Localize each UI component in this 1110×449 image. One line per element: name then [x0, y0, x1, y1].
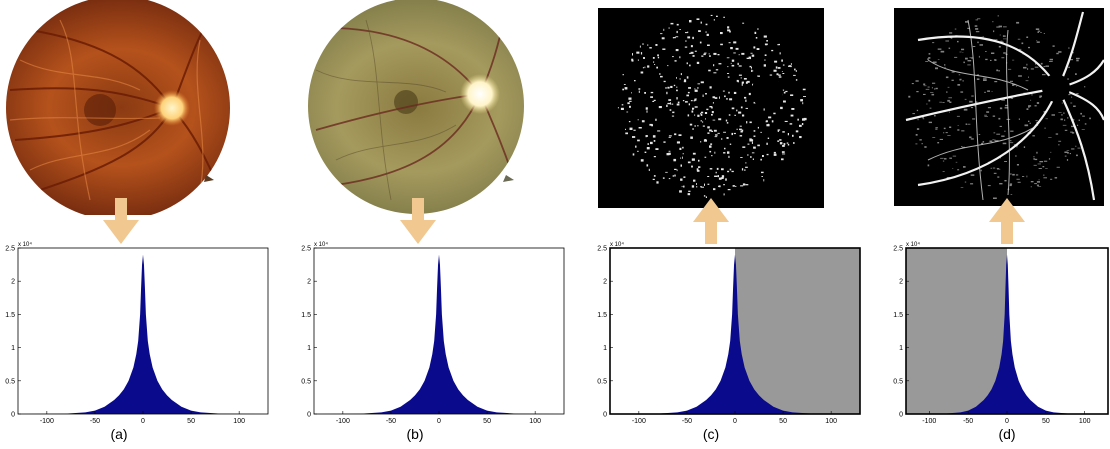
- y-tick-label: 1.5: [301, 312, 311, 319]
- x-tick-label: -100: [922, 418, 936, 425]
- x-tick-label: 100: [825, 418, 837, 425]
- y-tick-label: 1.5: [5, 312, 15, 319]
- y-tick-label: 1: [307, 345, 311, 352]
- caption-d: (d): [952, 426, 1062, 442]
- y-tick-label: 2.5: [597, 246, 607, 253]
- x-tick-label: 0: [437, 418, 441, 425]
- y-tick-label: 2: [899, 279, 903, 286]
- x-tick-label: -50: [90, 418, 100, 425]
- y-tick-label: 0.5: [893, 378, 903, 385]
- x-tick-label: -50: [963, 418, 973, 425]
- y-tick-label: 0: [603, 412, 607, 419]
- y-multiplier-label: x 10⁴: [906, 241, 920, 248]
- panel-a: 0 0.5 1 1.5 2 2.5 -100 -50 0 50 100 x 10⁴ (a): [0, 0, 270, 449]
- x-tick-label: 0: [141, 418, 145, 425]
- caption-c: (c): [656, 426, 766, 442]
- filter-response-image-c: [592, 0, 862, 215]
- x-tick-label: -100: [632, 418, 646, 425]
- y-tick-label: 1.5: [597, 312, 607, 319]
- x-tick-label: 100: [1079, 418, 1091, 425]
- caption-b: (b): [360, 426, 470, 442]
- y-tick-label: 0: [899, 412, 903, 419]
- y-tick-label: 1: [603, 345, 607, 352]
- histogram-area: [314, 255, 564, 414]
- y-tick-label: 2.5: [301, 246, 311, 253]
- y-tick-label: 2.5: [893, 246, 903, 253]
- y-multiplier-label: x 10⁴: [610, 241, 624, 248]
- histogram-b: 0 0.5 1 1.5 2 2.5 -100 -50 0 50 100 x 10⁴: [296, 238, 566, 428]
- x-tick-label: -50: [386, 418, 396, 425]
- panel-b: 0 0.5 1 1.5 2 2.5 -100 -50 0 50 100 x 10⁴ (b): [296, 0, 566, 449]
- y-tick-label: 0.5: [597, 378, 607, 385]
- x-tick-label: 100: [233, 418, 245, 425]
- x-tick-label: 100: [529, 418, 541, 425]
- y-tick-label: 0: [307, 412, 311, 419]
- y-tick-label: 2.5: [5, 246, 15, 253]
- x-tick-label: -100: [40, 418, 54, 425]
- y-multiplier-label: x 10⁴: [314, 241, 328, 248]
- fundus-image-a: [0, 0, 270, 215]
- x-tick-label: 50: [483, 418, 491, 425]
- x-tick-label: 50: [779, 418, 787, 425]
- histogram-c: 0 0.5 1 1.5 2 2.5 -100 -50 0 50 100 x 10⁴: [592, 238, 862, 428]
- vessel-map-image-d: [888, 0, 1110, 215]
- y-tick-label: 0.5: [301, 378, 311, 385]
- panel-c: 0 0.5 1 1.5 2 2.5 -100 -50 0 50 100 x 10⁴ (c): [592, 0, 862, 449]
- y-tick-label: 1.5: [893, 312, 903, 319]
- histogram-area: [18, 255, 268, 414]
- y-tick-label: 1: [899, 345, 903, 352]
- x-tick-label: 50: [1042, 418, 1050, 425]
- panel-d: 0 0.5 1 1.5 2 2.5 -100 -50 0 50 100 x 10⁴ (d): [888, 0, 1110, 449]
- histogram-d: 0 0.5 1 1.5 2 2.5 -100 -50 0 50 100 x 10⁴: [888, 238, 1110, 428]
- y-tick-label: 0.5: [5, 378, 15, 385]
- caption-a: (a): [64, 426, 174, 442]
- y-tick-label: 2: [11, 279, 15, 286]
- x-tick-label: -100: [336, 418, 350, 425]
- fundus-image-b: [296, 0, 566, 215]
- x-tick-label: -50: [682, 418, 692, 425]
- y-tick-label: 0: [11, 412, 15, 419]
- y-tick-label: 1: [11, 345, 15, 352]
- x-tick-label: 0: [733, 418, 737, 425]
- y-tick-label: 2: [307, 279, 311, 286]
- y-multiplier-label: x 10⁴: [18, 241, 32, 248]
- y-tick-label: 2: [603, 279, 607, 286]
- x-tick-label: 50: [187, 418, 195, 425]
- x-tick-label: 0: [1005, 418, 1009, 425]
- histogram-a: 0 0.5 1 1.5 2 2.5 -100 -50 0 50 100 x 10⁴: [0, 238, 270, 428]
